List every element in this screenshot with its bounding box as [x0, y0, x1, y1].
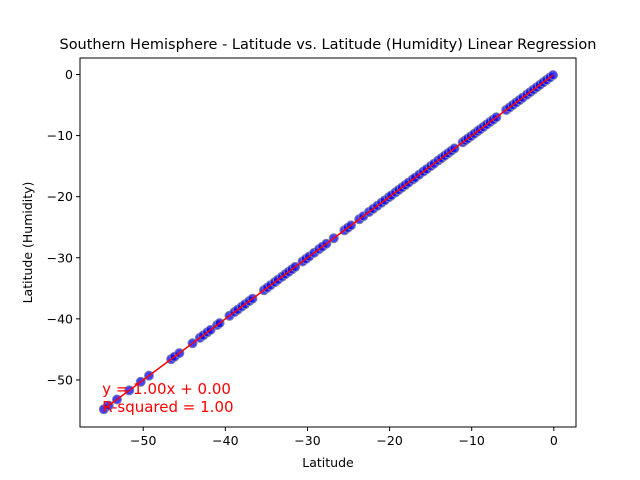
- y-tick-label: −50: [47, 372, 73, 387]
- y-axis-ticks: 0 −10 −20 −30 −40 −50: [47, 67, 80, 387]
- y-tick-label: 0: [65, 67, 73, 82]
- regression-annotation: R-squared = 1.00: [102, 398, 233, 416]
- regression-line: [103, 74, 554, 410]
- x-axis-label: Latitude: [302, 455, 354, 470]
- x-tick-label: 0: [550, 433, 558, 448]
- x-tick-label: −30: [294, 433, 320, 448]
- x-tick-label: −40: [212, 433, 238, 448]
- axes-frame: [79, 57, 577, 428]
- chart-title: Southern Hemisphere - Latitude vs. Latit…: [59, 37, 596, 53]
- x-tick-label: −20: [376, 433, 402, 448]
- y-axis-label: Latitude (Humidity): [20, 182, 35, 304]
- plot-area: [98, 70, 559, 415]
- annotation-layer: y = 1.00x + 0.00R-squared = 1.00: [102, 380, 233, 416]
- x-tick-label: −50: [130, 433, 156, 448]
- regression-line-layer: [103, 74, 554, 410]
- x-tick-label: −10: [459, 433, 485, 448]
- y-tick-label: −20: [47, 189, 73, 204]
- y-tick-label: −40: [47, 311, 73, 326]
- y-tick-label: −10: [47, 128, 73, 143]
- regression-annotation: y = 1.00x + 0.00: [102, 380, 231, 398]
- x-axis-ticks: −50 −40 −30 −20 −10 0: [130, 427, 558, 448]
- y-tick-label: −30: [47, 250, 73, 265]
